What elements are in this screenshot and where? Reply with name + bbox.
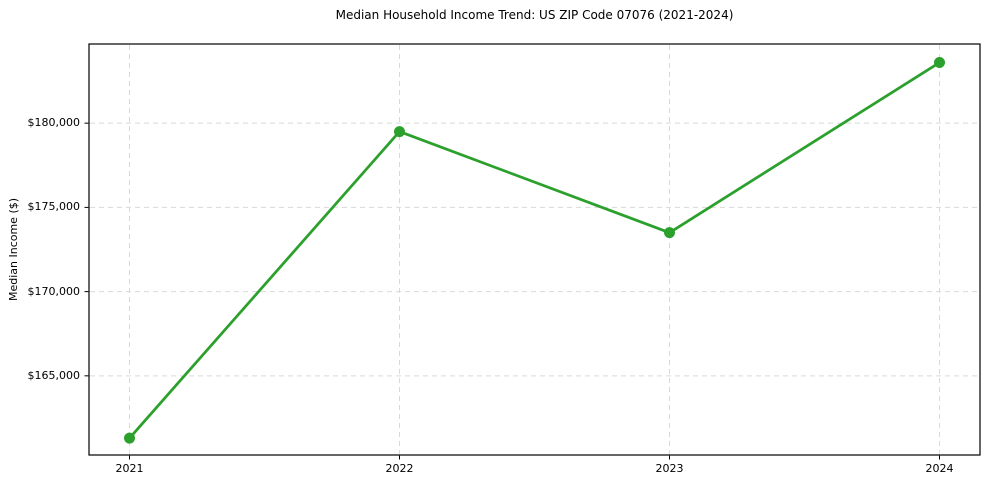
chart-title: Median Household Income Trend: US ZIP Co… [335, 8, 734, 22]
y-tick-label: $165,000 [27, 368, 81, 382]
trend-line [128, 61, 941, 440]
data-point-marker [124, 432, 135, 444]
plot-border [88, 43, 981, 456]
x-tick-label: 2021 [115, 462, 144, 475]
x-tick-label: 2023 [655, 462, 684, 475]
data-point-marker [394, 126, 405, 138]
y-tick-label: $175,000 [27, 200, 81, 214]
x-tick-label: 2024 [925, 462, 954, 475]
y-tick-label: $170,000 [27, 284, 81, 298]
x-tick-label: 2022 [385, 462, 414, 475]
data-point-marker [664, 227, 675, 239]
data-point-marker [934, 57, 945, 69]
y-tick-label: $180,000 [27, 116, 81, 130]
